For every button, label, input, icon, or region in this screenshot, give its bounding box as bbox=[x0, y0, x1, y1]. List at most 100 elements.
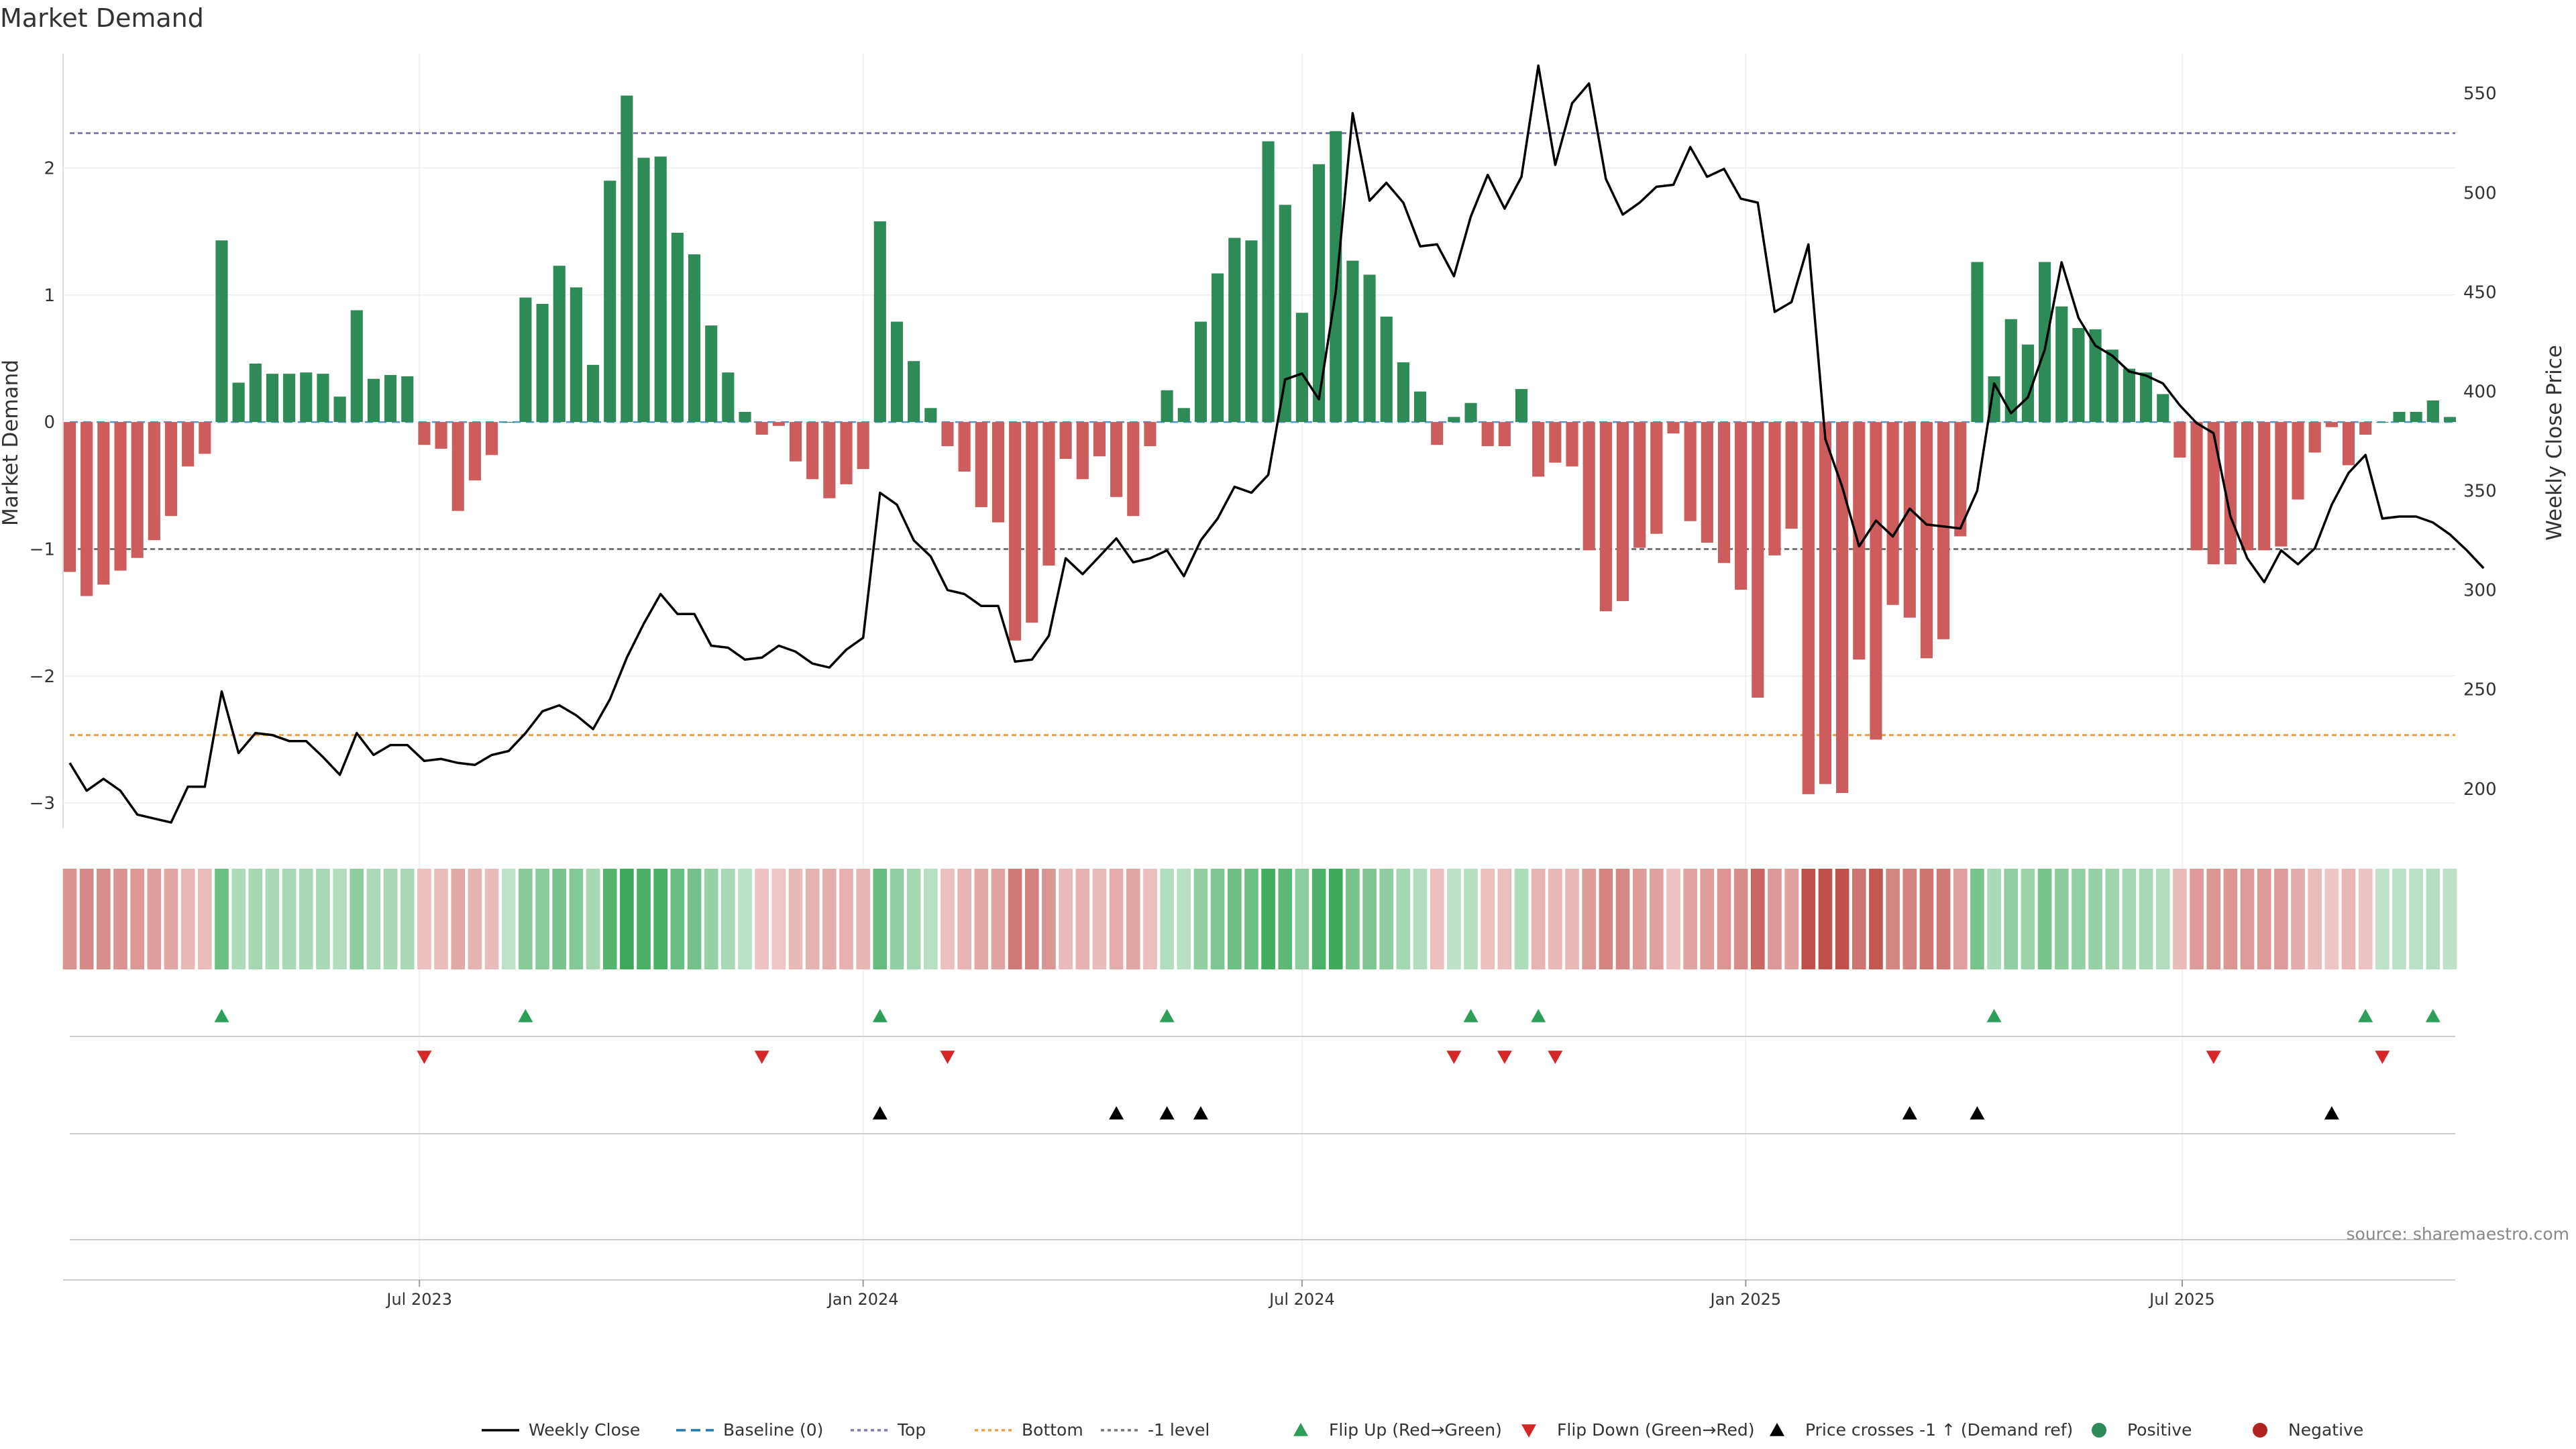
demand-bar bbox=[2258, 422, 2271, 551]
heat-strip-cell bbox=[197, 869, 212, 969]
heat-strip-cell bbox=[805, 869, 820, 969]
demand-bar bbox=[873, 221, 886, 423]
heat-strip-cell bbox=[1193, 869, 1208, 969]
heat-strip-cell bbox=[704, 869, 718, 969]
demand-bar bbox=[1397, 362, 1409, 423]
heat-strip-cell bbox=[1346, 869, 1360, 969]
demand-bar bbox=[1785, 422, 1798, 529]
demand-bar bbox=[705, 325, 718, 423]
event-marker-up bbox=[872, 1009, 888, 1022]
demand-bar bbox=[2410, 411, 2422, 423]
heat-strip-cell bbox=[1565, 869, 1579, 969]
legend-label: Flip Down (Green→Red) bbox=[1557, 1420, 1755, 1440]
left-tick-label: −1 bbox=[30, 539, 55, 559]
heat-strip-cell bbox=[1075, 869, 1090, 969]
demand-bar bbox=[418, 422, 431, 445]
demand-bar bbox=[739, 411, 751, 423]
demand-bar bbox=[2443, 417, 2457, 423]
heat-strip-cell bbox=[484, 869, 499, 969]
demand-bar bbox=[1684, 422, 1697, 521]
price-line-group bbox=[68, 64, 2485, 824]
heat-strip-cell bbox=[1548, 869, 1562, 969]
heat-strip-cell bbox=[2155, 869, 2170, 969]
demand-bar bbox=[114, 422, 127, 571]
demand-bar bbox=[401, 376, 414, 423]
heat-strip-cell bbox=[1936, 869, 1951, 969]
heat-strip-cell bbox=[1092, 869, 1107, 969]
demand-bar bbox=[1076, 422, 1089, 480]
heat-strip-cell bbox=[1514, 869, 1529, 969]
demand-bar bbox=[2021, 344, 2034, 423]
right-tick-label: 200 bbox=[2463, 780, 2497, 800]
demand-bar bbox=[924, 408, 937, 423]
right-axis-label: Weekly Close Price bbox=[2542, 345, 2567, 541]
heat-strip-cell bbox=[1700, 869, 1715, 969]
demand-bar bbox=[1920, 422, 1933, 659]
heat-strip-cell bbox=[873, 869, 888, 969]
event-marker-up bbox=[1902, 1106, 1917, 1120]
heat-strip-cell bbox=[1177, 869, 1191, 969]
demand-bar bbox=[1413, 391, 1427, 423]
x-tick-label: Jul 2025 bbox=[2148, 1290, 2215, 1309]
demand-bar bbox=[215, 240, 228, 423]
demand-bar bbox=[1431, 422, 1444, 445]
demand-bar bbox=[1532, 422, 1545, 477]
heat-strip-cell bbox=[2122, 869, 2137, 969]
heat-strip-cell bbox=[519, 869, 533, 969]
heat-strip-cell bbox=[687, 869, 702, 969]
heat-strip-cell bbox=[130, 869, 144, 969]
heat-strip-cell bbox=[1835, 869, 1849, 969]
event-marker-up bbox=[1159, 1106, 1175, 1120]
demand-bar bbox=[1009, 422, 1022, 641]
demand-bar bbox=[2055, 306, 2068, 423]
left-axis-label: Market Demand bbox=[0, 360, 23, 526]
heat-strip-cell bbox=[1717, 869, 1731, 969]
demand-bar bbox=[586, 364, 600, 423]
demand-bar bbox=[1448, 417, 1460, 423]
demand-bar bbox=[519, 297, 532, 423]
heat-strip-cell bbox=[2409, 869, 2423, 969]
heat-strip-cell bbox=[552, 869, 567, 969]
heat-strip-cell bbox=[164, 869, 178, 969]
heat-strip-cell bbox=[501, 869, 516, 969]
heat-strip-cell bbox=[2392, 869, 2406, 969]
heat-strip-cell bbox=[147, 869, 162, 969]
demand-bar bbox=[2174, 422, 2186, 458]
demand-bar bbox=[1212, 273, 1224, 423]
event-marker-down bbox=[754, 1051, 769, 1064]
x-axis: Jul 2023 Jan 2024 Jul 2024 Jan 2025 Jul 2025 bbox=[63, 1279, 2455, 1309]
demand-bar bbox=[1650, 422, 1663, 534]
heat-strip-cell bbox=[79, 869, 94, 969]
event-marker-up bbox=[1109, 1106, 1124, 1120]
demand-bar bbox=[553, 266, 566, 423]
demand-bar bbox=[637, 158, 650, 423]
left-tick-label: 0 bbox=[44, 413, 55, 433]
event-marker-up bbox=[1986, 1009, 2002, 1022]
demand-bar bbox=[1616, 422, 1629, 602]
heat-strip-cell bbox=[974, 869, 989, 969]
heat-strip-cell bbox=[1160, 869, 1174, 969]
chart-title: Market Demand bbox=[0, 3, 204, 33]
legend-label: Positive bbox=[2127, 1420, 2192, 1440]
demand-bar bbox=[806, 422, 819, 480]
demand-bar bbox=[486, 422, 498, 455]
event-marker-up bbox=[1159, 1009, 1175, 1022]
demand-bar bbox=[2376, 422, 2389, 423]
demand-bar bbox=[2224, 422, 2237, 565]
heat-strip-cell bbox=[1582, 869, 1596, 969]
heat-strip-cell bbox=[1970, 869, 1984, 969]
heat-strip-cell bbox=[1497, 869, 1512, 969]
demand-bar bbox=[2039, 262, 2051, 423]
demand-bar bbox=[2275, 422, 2288, 547]
demand-bar bbox=[283, 374, 296, 423]
event-marker-down bbox=[940, 1051, 955, 1064]
demand-bar bbox=[502, 422, 515, 423]
demand-bar bbox=[1363, 274, 1376, 423]
demand-bars bbox=[63, 95, 2457, 794]
demand-bar bbox=[2308, 422, 2321, 453]
demand-bar bbox=[148, 422, 160, 541]
demand-bar bbox=[2426, 400, 2439, 423]
heat-strip-cell bbox=[738, 869, 752, 969]
demand-bar bbox=[975, 422, 987, 507]
demand-bar bbox=[1127, 422, 1140, 517]
